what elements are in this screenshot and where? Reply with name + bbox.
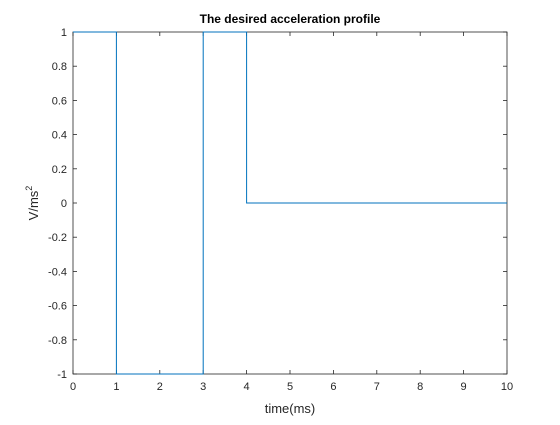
y-tick-label: -0.4	[48, 266, 67, 278]
x-tick-label: 6	[330, 381, 336, 393]
x-axis-label: time(ms)	[265, 401, 316, 416]
x-tick-label: 0	[70, 381, 76, 393]
x-tick-label: 1	[113, 381, 119, 393]
x-tick-label: 4	[244, 381, 250, 393]
y-tick-label: -0.2	[48, 232, 67, 244]
x-tick-label: 5	[287, 381, 293, 393]
chart-title: The desired acceleration profile	[200, 12, 381, 26]
y-tick-label: -0.6	[48, 301, 67, 313]
y-tick-label: -1	[57, 369, 67, 381]
x-tick-label: 8	[417, 381, 423, 393]
y-tick-label: -0.8	[48, 335, 67, 347]
y-axis-label-superscript: 2	[24, 186, 34, 191]
y-axis-label-text: V/ms	[26, 190, 41, 220]
y-tick-label: 0.6	[52, 95, 67, 107]
x-tick-label: 7	[374, 381, 380, 393]
x-tick-label: 9	[461, 381, 467, 393]
y-tick-label: 1	[61, 27, 67, 39]
plot-area	[73, 31, 507, 375]
y-tick-label: 0.2	[52, 164, 67, 176]
x-tick-label: 3	[200, 381, 206, 393]
x-tick-label: 10	[501, 381, 513, 393]
y-axis-label: V/ms2	[24, 186, 41, 221]
series-line	[73, 31, 507, 375]
y-tick-label: 0.8	[52, 61, 67, 73]
y-tick-label: 0	[61, 198, 67, 210]
y-tick-label: 0.4	[52, 130, 67, 142]
axes: 0 1 2 3 4 5 6 7 8 9 10 -1 -0.8 -0.6 -0.4 -0.2 0 0.2 0.4 0.6…	[48, 27, 513, 393]
x-tick-label: 2	[157, 381, 163, 393]
